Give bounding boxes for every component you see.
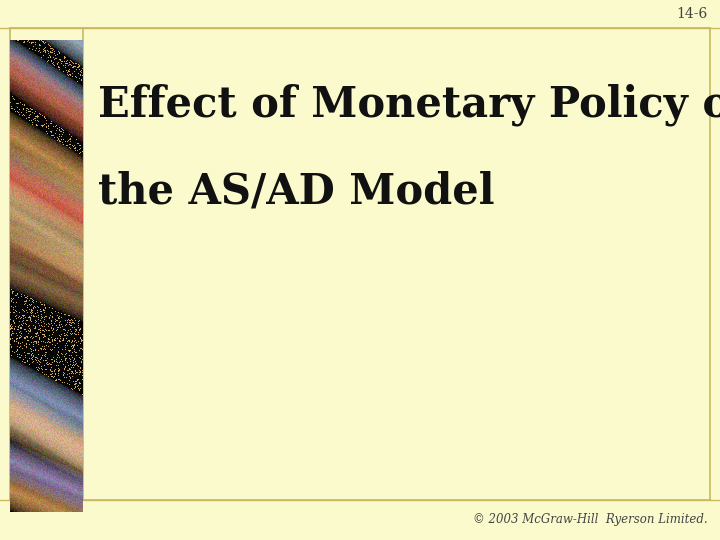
Text: © 2003 McGraw-Hill  Ryerson Limited.: © 2003 McGraw-Hill Ryerson Limited. bbox=[473, 514, 708, 526]
Text: Effect of Monetary Policy on: Effect of Monetary Policy on bbox=[98, 83, 720, 125]
Text: the AS/AD Model: the AS/AD Model bbox=[98, 171, 495, 213]
Text: 14-6: 14-6 bbox=[677, 7, 708, 21]
